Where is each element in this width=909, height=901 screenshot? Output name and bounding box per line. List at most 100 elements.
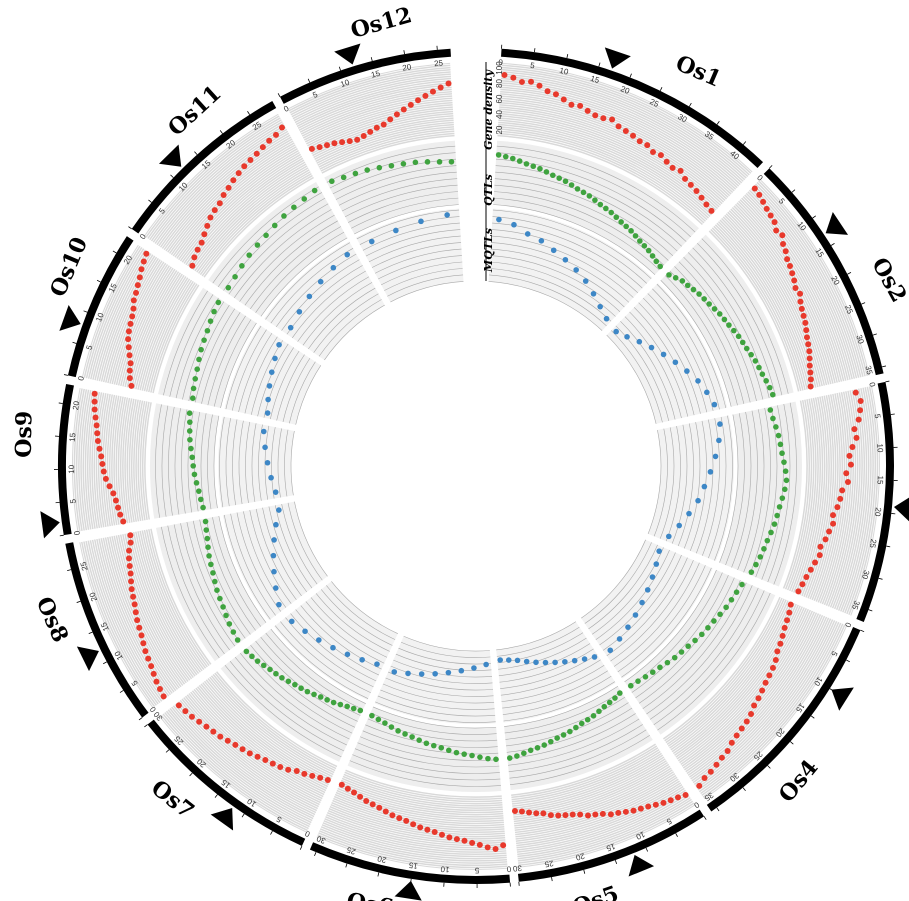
gene-grid-line-os9: [128, 397, 136, 524]
tick-label-os12: 10: [339, 78, 351, 90]
tick-mark-os3: [868, 609, 873, 612]
tick-label-os11: 5: [157, 206, 167, 216]
mqtl-grid-line-os3: [653, 427, 668, 538]
qtl-point-os6: [409, 734, 415, 740]
tick-mark-os10: [96, 279, 101, 283]
gene-density-point-os2: [780, 241, 787, 248]
segment-separator-os5: [574, 618, 699, 807]
qtl-point-os2: [706, 301, 712, 307]
gene-grid-line-os8: [114, 534, 183, 688]
gene-density-point-os5: [526, 809, 533, 816]
mqtl-grid-line-os10: [276, 353, 306, 422]
tick-mark-os5: [703, 816, 707, 820]
mqtl-point-os6: [483, 661, 489, 668]
gene-grid-line-os12: [288, 65, 452, 113]
qtl-point-os5: [560, 732, 567, 738]
gene-density-point-os1: [677, 167, 684, 174]
qtl-grid-line-os4: [634, 576, 736, 699]
gene-density-point-os8: [126, 562, 133, 569]
qtl-grid-line-os3: [742, 407, 765, 574]
gene-grid-line-os1: [499, 79, 743, 185]
gene-density-point-os12: [308, 145, 315, 152]
gene-density-point-os3: [834, 504, 841, 511]
qtl-point-os3: [776, 504, 783, 510]
gene-density-point-os8: [148, 663, 155, 670]
gene-density-point-os8: [140, 640, 147, 647]
gene-grid-line-os11: [162, 133, 291, 251]
gene-grid-line-os4: [688, 614, 825, 780]
gene-grid-line-os7: [197, 684, 329, 789]
qtl-point-os1: [523, 161, 530, 167]
gene-grid-line-os1: [496, 125, 711, 219]
segment-separator-os9: [75, 495, 296, 535]
gene-grid-line-os10: [89, 248, 146, 381]
gene-grid-line-os12: [311, 116, 455, 158]
gene-grid-line-os6: [318, 829, 509, 863]
mqtl-grid-line-os6: [384, 677, 495, 697]
mqtl-point-os1: [550, 247, 557, 254]
gene-density-point-os11: [266, 137, 273, 144]
gene-density-point-os1: [510, 74, 517, 81]
gene-grid-line-os1: [497, 107, 723, 206]
qtl-point-os1: [637, 238, 643, 244]
qtl-point-os7: [249, 653, 255, 660]
gene-density-point-os6: [417, 824, 424, 831]
mqtl-point-os7: [288, 618, 295, 625]
tick-label-os4: 5: [829, 650, 839, 659]
mqtl-grid-line-os2: [642, 296, 708, 414]
mqtl-point-os5: [591, 654, 598, 660]
qtl-grid-line-os6: [366, 718, 499, 742]
qtl-grid-line-os12: [343, 184, 459, 218]
gene-density-track: [91, 71, 864, 853]
gene-grid-line-os5: [516, 793, 690, 856]
mqtl-grid-line-os12: [361, 222, 462, 252]
gene-grid-line-os6: [341, 776, 504, 806]
mqtl-grid-line-os11: [312, 292, 380, 354]
gene-density-point-os1: [663, 158, 670, 165]
tick-label-os1: 20: [619, 84, 631, 96]
gene-grid-line-os3: [832, 388, 862, 610]
qtl-grid-line-os3: [760, 404, 784, 581]
gene-density-point-os12: [415, 97, 422, 104]
gene-grid-line-os9: [81, 388, 91, 532]
tick-mark-os5: [551, 877, 553, 882]
gene-grid-line-os8: [108, 535, 178, 692]
qtl-point-os6: [395, 728, 401, 734]
mqtl-grid-line-os3: [707, 415, 727, 560]
gene-grid-line-os10: [142, 278, 192, 393]
gene-density-point-os2: [797, 290, 804, 297]
tick-label-os3: 30: [860, 569, 871, 581]
gene-density-point-os8: [134, 617, 141, 624]
qtl-grid-line-os11: [238, 214, 336, 303]
qtl-point-os6: [423, 740, 430, 747]
tick-mark-os4: [767, 765, 771, 769]
qtl-point-os3: [783, 477, 790, 484]
gene-grid-line-os1: [499, 87, 737, 192]
gene-grid-line-os7: [207, 676, 335, 777]
gene-density-point-os10: [136, 274, 143, 281]
mqtl-grid-line-os6: [392, 659, 494, 678]
qtl-point-os10: [190, 395, 196, 402]
tick-label-os5: 0: [692, 800, 701, 810]
gene-grid-line-os2: [711, 225, 805, 392]
qtl-grid-line-os1: [491, 204, 657, 276]
qtl-grid-line-os1: [493, 178, 674, 257]
tick-label-os2: 35: [863, 365, 874, 376]
mqtl-grid-line-os4: [594, 548, 671, 641]
gene-grid-line-os4: [664, 597, 784, 743]
mqtl-grid-line-os1: [490, 235, 635, 299]
gene-density-point-os8: [127, 532, 134, 539]
mqtl-grid-line-os7: [304, 600, 386, 665]
mqtl-grid-line-os10: [231, 328, 268, 412]
gene-grid-line-os8: [101, 536, 173, 696]
qtl-point-os5: [567, 728, 573, 735]
gene-grid-line-os2: [750, 186, 859, 380]
gene-density-point-os4: [784, 617, 791, 624]
qtl-point-os1: [653, 258, 660, 265]
gene-grid-line-os10: [149, 281, 197, 394]
segment-separator-layer: [75, 60, 874, 871]
tick-mark-os4: [860, 629, 865, 633]
qtl-point-os10: [215, 299, 222, 306]
tick-mark-os1: [566, 54, 569, 59]
gene-grid-line-os1: [499, 74, 746, 182]
